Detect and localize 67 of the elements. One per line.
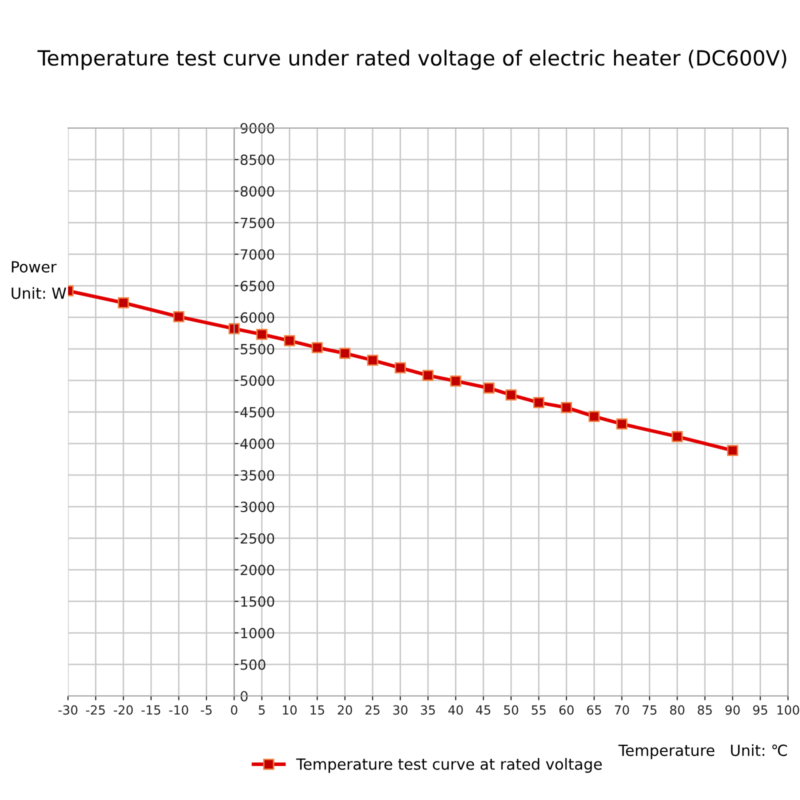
x-tick-label: 15	[310, 705, 324, 715]
y-tick-label: 7500	[240, 218, 274, 228]
x-tick-label: -15	[141, 705, 160, 715]
y-tick-label: 7000	[240, 249, 274, 260]
x-tick-label: 95	[753, 705, 768, 715]
point	[672, 431, 683, 442]
y-tick-label: 5500	[240, 344, 274, 354]
point	[616, 418, 628, 430]
y-tick-label: 3500	[240, 470, 274, 481]
y-axis-title: Power Unit: W	[12, 261, 66, 299]
point	[284, 335, 296, 346]
x-tick-label: 30	[393, 705, 408, 715]
y-tick-label: 5000	[240, 375, 274, 386]
x-tick-label: 90	[725, 705, 740, 715]
point	[228, 323, 240, 334]
y-tick-label: 500	[240, 659, 266, 670]
chart-title: Temperature test curve under rated voltage of electric heater (DC600V)	[37, 50, 786, 70]
x-tick-label: -10	[169, 705, 188, 715]
x-tick-label: 5	[258, 705, 265, 715]
point	[506, 389, 517, 401]
x-tick-label: 45	[476, 705, 490, 715]
x-tick-label: 80	[670, 705, 684, 715]
legend-label: Temperature test curve at rated voltage	[296, 758, 602, 773]
y-tick-label: 2500	[240, 533, 274, 544]
x-tick-label: 20	[338, 705, 352, 715]
y-tick-label: 4000	[240, 438, 274, 450]
x-tick-label: -25	[86, 705, 105, 715]
point	[256, 328, 268, 340]
x-tick-label: 75	[642, 705, 656, 715]
x-tick-label: 85	[698, 705, 712, 715]
y-tick-label: 8500	[240, 154, 274, 166]
x-tick-label: 100	[777, 705, 800, 715]
point	[312, 342, 323, 354]
x-tick-label: 70	[614, 705, 629, 715]
x-tick-label: 40	[448, 705, 463, 715]
x-tick-label: 25	[366, 705, 380, 715]
x-tick-label: -5	[200, 705, 212, 715]
point	[483, 382, 494, 394]
x-axis-title: Temperature Unit: ℃	[618, 744, 787, 760]
point	[588, 410, 600, 422]
point	[339, 348, 350, 359]
point	[367, 354, 378, 366]
y-tick-label: 3000	[240, 502, 274, 512]
x-tick-label: -30	[58, 705, 78, 715]
y-tick-label: 1000	[241, 628, 274, 638]
x-tick-label: 10	[282, 705, 297, 715]
point	[533, 396, 544, 408]
point	[727, 444, 738, 456]
x-tick-label: 0	[231, 705, 238, 715]
point	[394, 362, 406, 374]
x-tick-label: 60	[559, 705, 574, 715]
point	[173, 311, 184, 322]
y-tick-label: 1500	[241, 596, 274, 607]
x-tick-label: 55	[532, 705, 546, 715]
x-tick-label: 35	[421, 705, 435, 715]
x-tick-label: 50	[504, 705, 518, 715]
y-tick-label: 8000	[240, 186, 274, 197]
y-tick-label: 6000	[240, 312, 274, 323]
point	[560, 402, 572, 414]
point	[422, 370, 434, 381]
x-tick-label: -20	[114, 705, 133, 715]
y-tick-label: 4500	[240, 406, 274, 418]
y-tick-label: 6500	[240, 280, 274, 292]
point	[118, 297, 129, 308]
x-tick-label: 65	[587, 705, 602, 715]
y-tick-label: 2000	[240, 564, 274, 576]
point	[450, 376, 462, 387]
